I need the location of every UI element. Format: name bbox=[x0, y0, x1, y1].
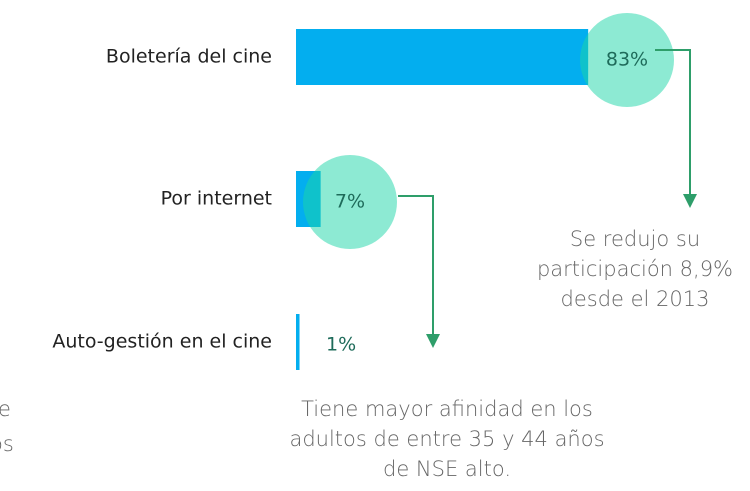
arrow-head bbox=[683, 194, 697, 208]
annotation: participación 8,9% bbox=[537, 257, 733, 281]
annotation: Se redujo su bbox=[570, 227, 700, 251]
clipped-text: os bbox=[0, 432, 14, 456]
highlight-circle bbox=[580, 13, 674, 107]
value-label: 83% bbox=[606, 49, 648, 71]
category-label: Por internet bbox=[161, 188, 272, 210]
highlight-circle bbox=[303, 155, 397, 249]
annotation: adultos de entre 35 y 44 años bbox=[289, 427, 604, 451]
value-label: 7% bbox=[335, 191, 365, 213]
value-label: 1% bbox=[326, 334, 356, 356]
category-label: Auto-gestión en el cine bbox=[52, 331, 272, 353]
bar bbox=[296, 314, 300, 370]
arrow-head bbox=[426, 334, 440, 348]
annotation: desde el 2013 bbox=[561, 287, 710, 311]
arrow-line bbox=[398, 195, 434, 336]
category-label: Boletería del cine bbox=[106, 46, 272, 68]
annotation: de NSE alto. bbox=[383, 457, 511, 481]
arrow-line bbox=[655, 49, 691, 196]
clipped-text: e bbox=[0, 397, 11, 421]
annotation: Tiene mayor afinidad en los bbox=[301, 397, 593, 421]
bar bbox=[296, 29, 589, 85]
